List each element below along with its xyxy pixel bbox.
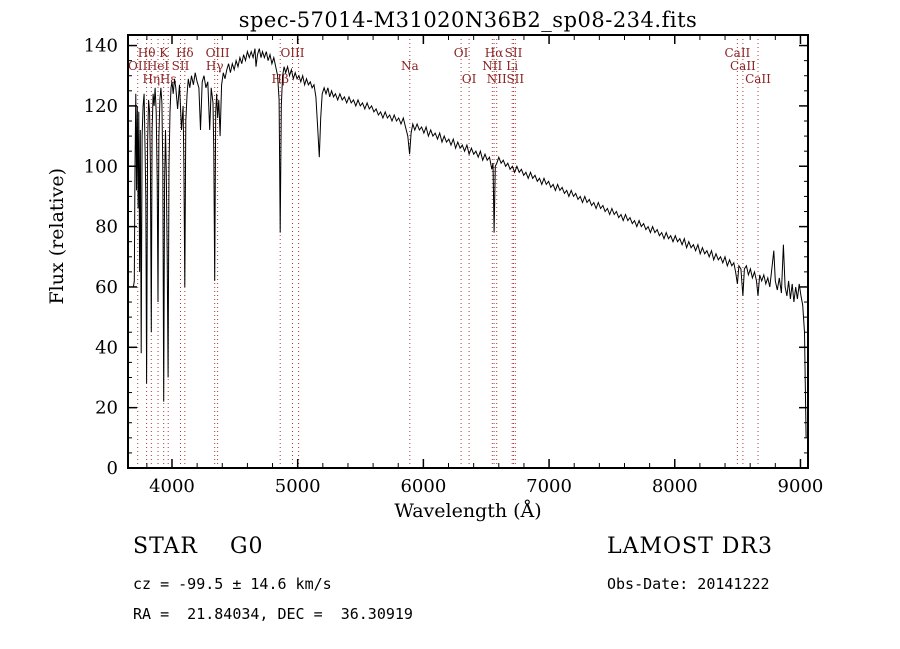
spectrum-trace (132, 48, 807, 438)
plot-title: spec-57014-M31020N36B2_sp08-234.fits (238, 8, 698, 32)
x-tick-label: 5000 (275, 476, 321, 497)
spectrum-plot: OIIHθHηHeIKHεSIIHδHγOIIIHβOIIINaOIOINIIH… (84, 34, 824, 497)
y-tick-label: 60 (95, 277, 118, 298)
spectral-line-label: K (159, 46, 169, 60)
y-tick-label: 140 (84, 36, 118, 57)
x-tick-label: 7000 (526, 476, 572, 497)
y-tick-label: 100 (84, 156, 118, 177)
spectral-line-label: OII (128, 59, 148, 73)
y-tick-label: 80 (95, 217, 118, 238)
spectral-line-label: OIII (280, 46, 304, 60)
spectral-line-label: OI (454, 46, 469, 60)
coordinates-label: RA = 21.84034, DEC = 36.30919 (133, 605, 413, 623)
y-tick-label: 40 (95, 337, 118, 358)
classification-label: STAR G0 (133, 534, 264, 559)
spectral-line-label: Hη (142, 72, 160, 86)
y-axis-title: Flux (relative) (46, 168, 68, 305)
spectral-line-label: Hθ (138, 46, 156, 60)
spectral-line-label: SII (505, 46, 523, 60)
spectral-line-label: OI (462, 72, 477, 86)
x-tick-label: 4000 (149, 476, 195, 497)
spectral-line-label: SII (506, 72, 524, 86)
y-tick-label: 20 (95, 398, 118, 419)
spectral-line-label: NII (482, 59, 502, 73)
y-tick-label: 120 (84, 96, 118, 117)
survey-label: LAMOST DR3 (607, 534, 773, 559)
obs-date-label: Obs-Date: 20141222 (607, 575, 770, 593)
spectral-line-label: Li (506, 59, 518, 73)
spectral-line-label: Hβ (271, 72, 288, 86)
x-axis-title: Wavelength (Å) (394, 500, 542, 522)
spectral-line-label: NII (487, 72, 507, 86)
spectral-line-label: HeI (147, 59, 170, 73)
spectral-line-label: SII (172, 59, 190, 73)
spectral-line-label: Hδ (176, 46, 194, 60)
spectral-line-label: CaII (724, 46, 750, 60)
spectral-lines-group: OIIHθHηHeIKHεSIIHδHγOIIIHβOIIINaOIOINIIH… (128, 35, 771, 468)
spectral-line-label: CaII (745, 72, 771, 86)
spectral-line-label: Na (401, 59, 419, 73)
x-tick-label: 6000 (400, 476, 446, 497)
spectral-line-label: CaII (730, 59, 756, 73)
spectral-line-label: Hγ (206, 59, 224, 73)
plot-frame (127, 34, 809, 469)
spectral-line-label: Hα (485, 46, 504, 60)
y-tick-label: 0 (107, 458, 118, 479)
spectral-line-label: OIII (206, 46, 230, 60)
axes-ticks: 4000 5000 6000 7000 8000 9000 0 20 40 60 80 100 120 1… (84, 35, 824, 497)
x-tick-label: 9000 (778, 476, 824, 497)
radial-velocity-label: cz = -99.5 ± 14.6 km/s (133, 575, 332, 593)
x-tick-label: 8000 (652, 476, 698, 497)
